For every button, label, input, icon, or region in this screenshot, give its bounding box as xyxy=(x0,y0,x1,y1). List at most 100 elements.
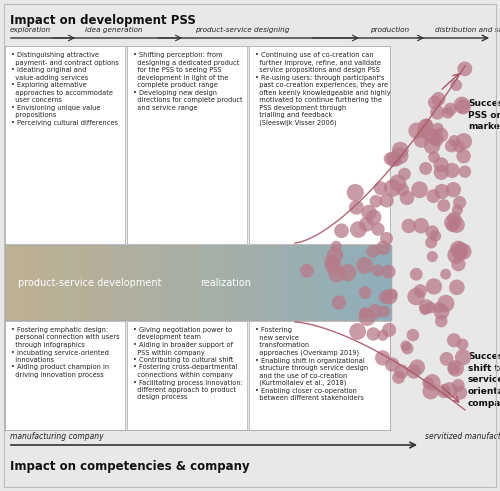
Text: product-service designing: product-service designing xyxy=(195,27,290,33)
Bar xyxy=(218,245,221,320)
Point xyxy=(452,81,460,89)
Point xyxy=(450,218,458,225)
Point xyxy=(424,379,432,387)
Bar xyxy=(74,245,78,320)
Point xyxy=(369,247,377,255)
Bar xyxy=(316,245,318,320)
Point xyxy=(400,170,408,178)
Text: product-service development: product-service development xyxy=(18,277,162,288)
Bar xyxy=(272,245,275,320)
Point xyxy=(423,120,431,128)
Point xyxy=(335,299,343,306)
Point xyxy=(437,317,445,325)
Bar xyxy=(374,245,378,320)
Bar xyxy=(84,245,87,320)
Point xyxy=(456,199,464,207)
Point xyxy=(450,364,458,372)
Bar xyxy=(382,245,386,320)
Point xyxy=(372,197,380,205)
Bar xyxy=(302,245,306,320)
Bar xyxy=(236,245,239,320)
Bar xyxy=(318,245,321,320)
Bar xyxy=(356,245,360,320)
Bar xyxy=(298,245,300,320)
FancyBboxPatch shape xyxy=(249,321,390,430)
Bar xyxy=(59,245,62,320)
Bar xyxy=(262,245,264,320)
Bar xyxy=(141,245,144,320)
Point xyxy=(422,302,430,310)
Bar xyxy=(336,245,339,320)
Bar xyxy=(338,245,342,320)
Point xyxy=(459,247,467,255)
Bar xyxy=(87,245,90,320)
Bar xyxy=(267,245,270,320)
Point xyxy=(456,247,464,255)
Bar xyxy=(344,245,347,320)
Point xyxy=(446,105,454,113)
Point xyxy=(380,244,388,252)
Bar xyxy=(210,245,214,320)
Point xyxy=(332,243,340,250)
Bar xyxy=(102,245,106,320)
Point xyxy=(374,225,382,233)
Bar xyxy=(28,245,31,320)
Bar xyxy=(36,245,39,320)
FancyBboxPatch shape xyxy=(127,46,247,244)
Bar xyxy=(98,245,100,320)
Point xyxy=(454,260,462,268)
Bar xyxy=(118,245,121,320)
Bar xyxy=(126,245,128,320)
Point xyxy=(440,202,448,210)
Point xyxy=(430,192,438,200)
Bar xyxy=(18,245,21,320)
Point xyxy=(354,226,362,234)
Bar xyxy=(123,245,126,320)
Point xyxy=(416,186,424,193)
Point xyxy=(344,269,351,276)
Point xyxy=(458,340,466,348)
Bar xyxy=(220,245,224,320)
Point xyxy=(331,251,339,259)
Point xyxy=(427,304,435,312)
Point xyxy=(390,155,398,163)
Bar xyxy=(131,245,134,320)
Bar xyxy=(174,245,178,320)
Point xyxy=(438,188,446,195)
Point xyxy=(434,125,442,133)
Text: Successful
PSS on
market: Successful PSS on market xyxy=(468,99,500,131)
Bar xyxy=(320,245,324,320)
Point xyxy=(448,218,456,226)
Bar xyxy=(152,245,154,320)
Bar xyxy=(213,245,216,320)
Bar xyxy=(38,245,42,320)
Point xyxy=(414,363,422,371)
Point xyxy=(438,308,446,316)
Bar xyxy=(134,245,136,320)
Point xyxy=(450,336,458,344)
Bar xyxy=(346,245,350,320)
Bar xyxy=(241,245,244,320)
Bar xyxy=(148,245,152,320)
Point xyxy=(421,305,429,313)
Bar xyxy=(12,245,16,320)
Bar xyxy=(380,245,383,320)
Point xyxy=(450,186,458,193)
Point xyxy=(440,387,448,395)
Point xyxy=(398,186,406,193)
Point xyxy=(382,235,390,243)
Bar xyxy=(108,245,110,320)
Bar xyxy=(90,245,93,320)
Bar xyxy=(285,245,288,320)
Point xyxy=(442,355,450,363)
Point xyxy=(394,374,402,382)
Bar xyxy=(138,245,141,320)
Point xyxy=(461,65,469,73)
Bar xyxy=(256,245,260,320)
Text: realization: realization xyxy=(200,277,251,288)
Bar xyxy=(184,245,188,320)
Bar xyxy=(341,245,344,320)
Bar xyxy=(92,245,96,320)
Bar xyxy=(277,245,280,320)
Bar xyxy=(41,245,44,320)
